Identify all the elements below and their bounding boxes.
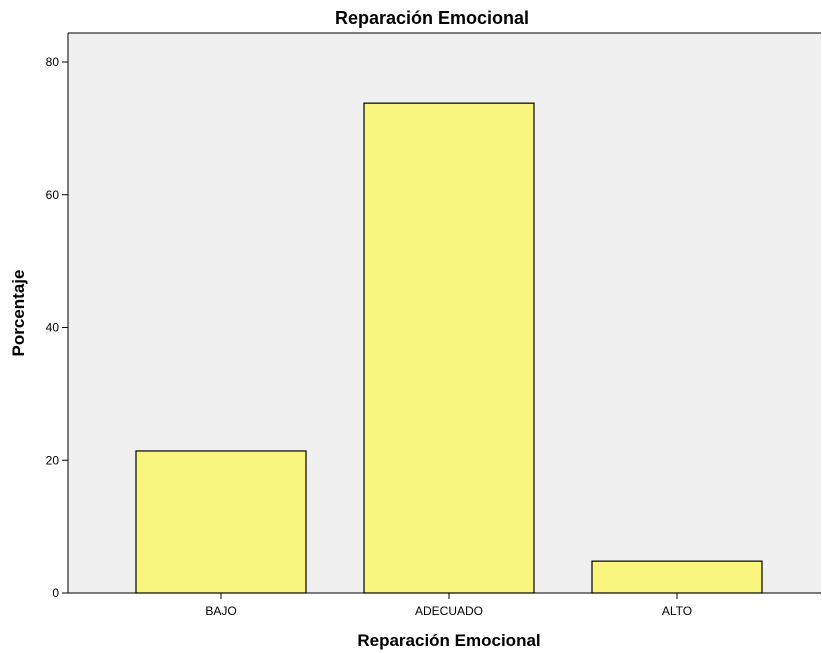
y-tick-label: 20 xyxy=(46,453,60,467)
y-tick-label: 80 xyxy=(46,55,60,69)
chart-title: Reparación Emocional xyxy=(335,8,529,28)
y-tick-label: 40 xyxy=(46,321,60,335)
x-tick-label: ALTO xyxy=(662,604,692,618)
y-axis: 0 20 40 60 80 xyxy=(46,32,821,600)
x-tick-label: ADECUADO xyxy=(415,604,483,618)
bar-series xyxy=(135,102,763,594)
x-axis-title: Reparación Emocional xyxy=(357,631,540,650)
y-axis-title: Porcentaje xyxy=(9,270,28,357)
x-tick-label: BAJO xyxy=(205,604,236,618)
y-tick-label: 0 xyxy=(52,586,59,600)
bar-adecuado xyxy=(363,102,535,594)
bar-bajo xyxy=(135,450,307,594)
bar-alto xyxy=(591,560,763,594)
y-tick-label: 60 xyxy=(46,188,60,202)
x-axis: BAJO ADECUADO ALTO xyxy=(68,592,821,618)
